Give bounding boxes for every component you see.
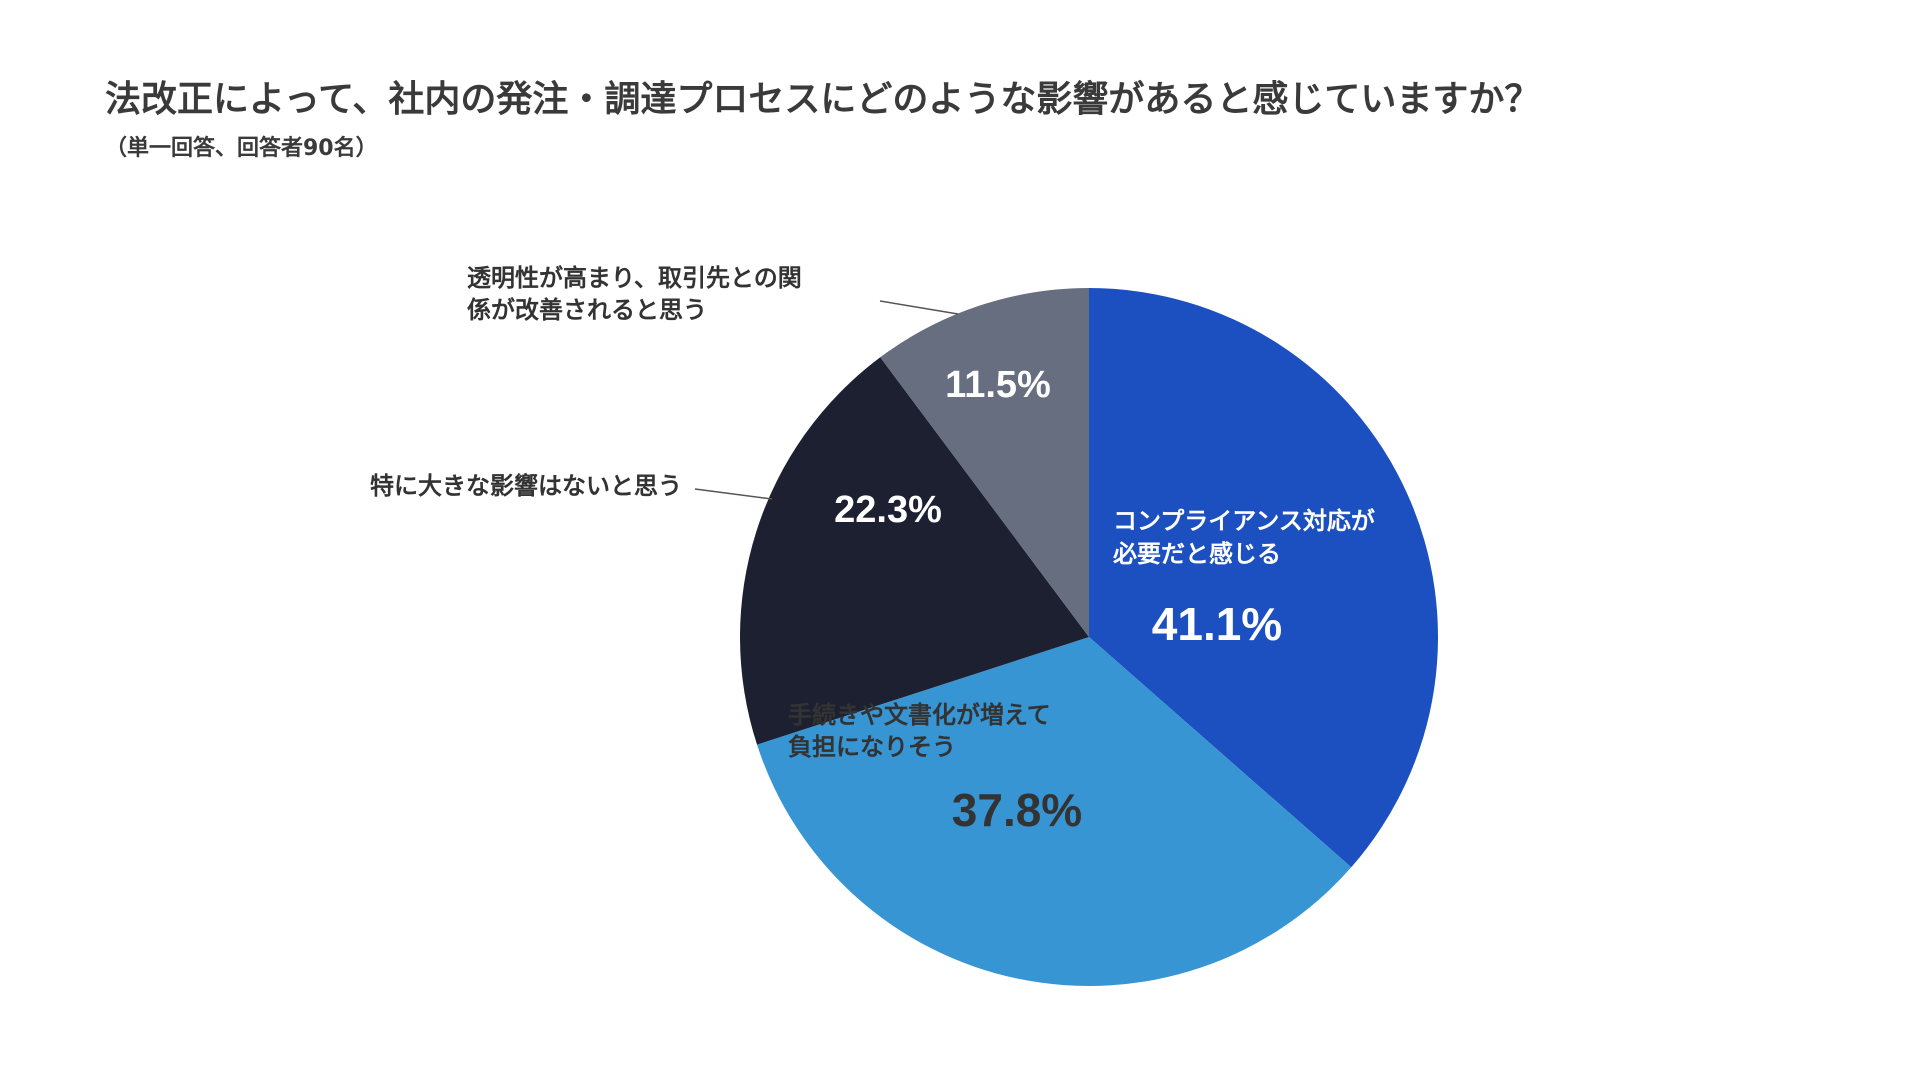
chart-subtitle: （単一回答、回答者90名） — [105, 136, 378, 161]
slice-category-label-3: 特に大きな影響はないと思う — [370, 472, 682, 500]
slice-category-line: 透明性が高まり、取引先との関 — [467, 264, 802, 292]
pie-slice-2 — [757, 637, 1352, 987]
slice-labels: コンプライアンス対応が必要だと感じる 41.1% 手続きや文書化が増えて負担になりそ… — [370, 264, 1375, 836]
pie-slice-1 — [1089, 288, 1439, 868]
slice-category-label-4: 透明性が高まり、取引先との関係が改善されると思う — [467, 264, 802, 324]
leader-line-4 — [879, 300, 959, 315]
pie-slice-4 — [880, 288, 1089, 637]
chart-title: 法改正によって、社内の発注・調達プロセスにどのような影響があると感じていますか？ — [105, 79, 1541, 120]
slice-value-label-4: 11.5% — [945, 364, 1051, 406]
slice-category-label-1: コンプライアンス対応が必要だと感じる — [1113, 507, 1375, 568]
slice-category-line: 特に大きな影響はないと思う — [370, 472, 682, 500]
slice-category-line: 負担になりそう — [788, 733, 956, 761]
leader-lines — [694, 300, 959, 500]
slice-category-line: 係が改善されると思う — [467, 296, 707, 324]
slice-category-line: 手続きや文書化が増えて — [788, 701, 1051, 729]
slice-value-label-2: 37.8% — [952, 784, 1082, 836]
slice-value-label-3: 22.3% — [834, 489, 942, 531]
pie-slice-3 — [740, 357, 1089, 745]
slice-value-label-1: 41.1% — [1152, 598, 1282, 650]
slice-category-line: 必要だと感じる — [1113, 540, 1281, 568]
pie-slices — [740, 288, 1439, 987]
leader-line-3 — [694, 488, 773, 500]
slice-category-label-2: 手続きや文書化が増えて負担になりそう — [788, 701, 1051, 761]
slice-category-line: コンプライアンス対応が — [1113, 507, 1375, 535]
